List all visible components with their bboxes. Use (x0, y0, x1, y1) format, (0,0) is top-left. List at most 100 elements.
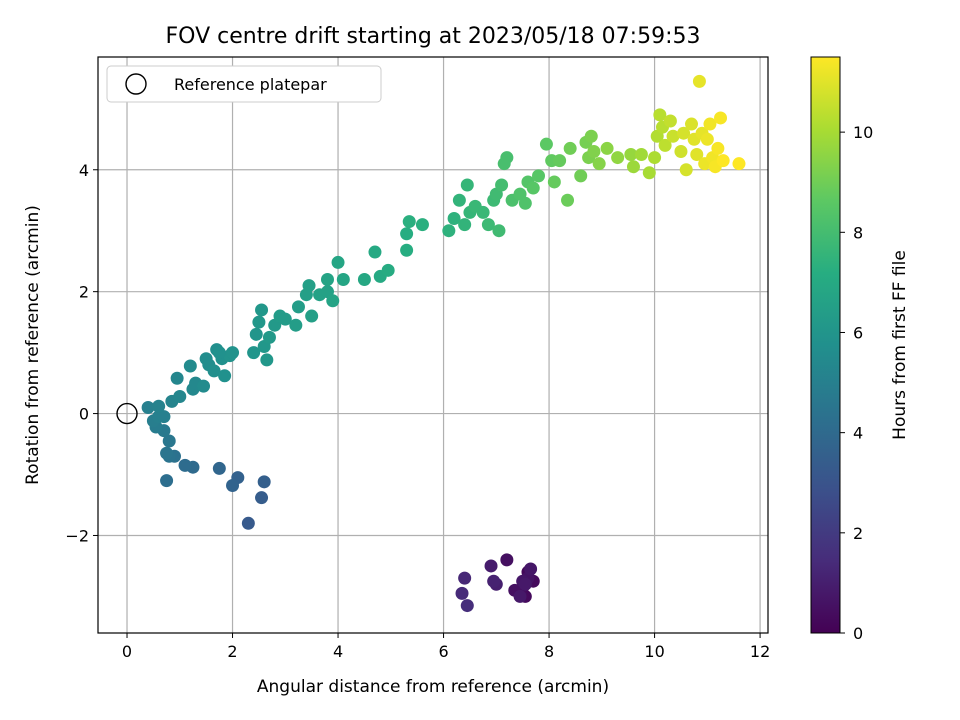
x-axis-ticks: 0 2 4 6 8 10 12 (122, 633, 770, 661)
data-point (212, 346, 226, 360)
data-point (692, 74, 706, 88)
y-tick-label: 2 (79, 283, 89, 302)
colorbar-tick-label: 0 (853, 624, 863, 643)
data-point (226, 346, 240, 360)
data-point (173, 390, 187, 404)
x-tick-label: 12 (750, 642, 770, 661)
data-point (592, 157, 606, 171)
x-tick-label: 8 (544, 642, 554, 661)
data-point (547, 175, 561, 189)
y-axis-label: Rotation from reference (arcmin) (23, 205, 43, 485)
data-point (711, 141, 725, 155)
data-point (677, 126, 691, 140)
data-point (157, 410, 171, 424)
data-point (247, 346, 261, 360)
data-point (458, 218, 472, 232)
colorbar: 0 2 4 6 8 10 Hours from first FF file (810, 56, 910, 643)
data-point (653, 108, 667, 122)
data-point (162, 434, 176, 448)
data-point (600, 141, 614, 155)
data-point (495, 178, 509, 192)
data-point (518, 196, 532, 210)
data-point (658, 138, 672, 152)
data-point (714, 111, 728, 125)
data-point (400, 227, 414, 241)
data-point (207, 364, 221, 378)
colorbar-tick-label: 2 (853, 524, 863, 543)
data-point (732, 157, 746, 171)
x-axis-label: Angular distance from reference (arcmin) (257, 677, 609, 697)
data-point (666, 129, 680, 143)
data-point (518, 577, 532, 591)
data-point (178, 458, 192, 472)
data-point (584, 129, 598, 143)
data-point (400, 243, 414, 257)
data-point (336, 272, 350, 286)
data-point (716, 154, 730, 168)
colorbar-tick-label: 4 (853, 424, 863, 443)
data-point (262, 330, 276, 344)
data-point (492, 224, 506, 238)
legend: Reference platepar (106, 65, 382, 103)
data-point (455, 586, 469, 600)
data-point (170, 371, 184, 385)
data-point (260, 353, 274, 367)
data-points (141, 74, 746, 613)
data-point (663, 114, 677, 128)
data-point (152, 399, 166, 413)
data-point (331, 255, 345, 269)
data-point (460, 599, 474, 613)
data-point (458, 571, 472, 585)
data-point (513, 589, 527, 603)
legend-marker-icon (125, 73, 147, 95)
colorbar-ticks: 0 2 4 6 8 10 (840, 123, 873, 643)
colorbar-tick-label: 6 (853, 323, 863, 342)
data-point (197, 379, 211, 393)
data-point (320, 272, 334, 286)
data-point (679, 163, 693, 177)
data-point (257, 475, 271, 489)
legend-box (106, 65, 382, 103)
data-point (160, 446, 174, 460)
data-point (624, 148, 638, 162)
data-point (703, 117, 717, 131)
colorbar-tick-label: 8 (853, 223, 863, 242)
data-point (685, 117, 699, 131)
data-point (218, 369, 232, 383)
data-point (402, 215, 416, 229)
data-point (574, 169, 588, 183)
data-point (291, 300, 305, 314)
data-point (690, 148, 704, 162)
data-point (305, 309, 319, 323)
data-point (476, 205, 490, 219)
x-tick-label: 2 (227, 642, 237, 661)
data-point (487, 574, 501, 588)
data-point (249, 327, 263, 341)
data-point (532, 169, 546, 183)
colorbar-gradient (810, 56, 841, 634)
x-tick-label: 6 (438, 642, 448, 661)
data-point (289, 318, 303, 332)
data-point (642, 166, 656, 180)
data-point (326, 294, 340, 308)
data-point (526, 181, 540, 195)
data-point (442, 224, 456, 238)
data-point (357, 272, 371, 286)
data-point (539, 137, 553, 151)
chart-title: FOV centre drift starting at 2023/05/18 … (166, 24, 701, 49)
data-point (302, 279, 316, 293)
data-point (183, 359, 197, 373)
data-point (700, 132, 714, 146)
data-point (460, 178, 474, 192)
data-point (481, 218, 495, 232)
x-tick-label: 4 (333, 642, 343, 661)
legend-entry-reference: Reference platepar (174, 75, 327, 94)
data-point (368, 245, 382, 259)
data-point (561, 193, 575, 207)
y-tick-label: 4 (79, 161, 89, 180)
data-point (415, 218, 429, 232)
data-point (447, 212, 461, 226)
data-point (648, 151, 662, 165)
data-point (252, 315, 266, 329)
